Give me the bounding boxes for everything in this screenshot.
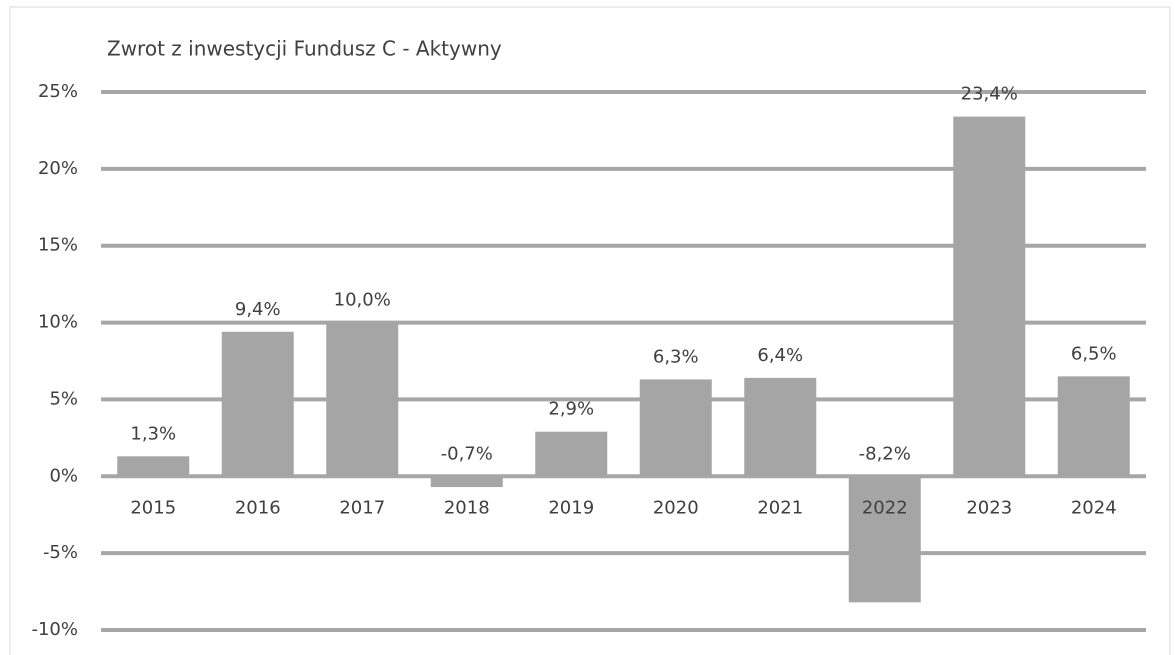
- x-tick-label: 2016: [235, 497, 281, 518]
- x-tick-label: 2024: [1071, 497, 1117, 518]
- x-tick-label: 2020: [653, 497, 699, 518]
- chart-frame: [9, 6, 1171, 655]
- y-tick-label: 15%: [38, 235, 78, 256]
- x-tick-label: 2017: [339, 497, 385, 518]
- data-label: 1,3%: [130, 423, 176, 444]
- y-tick-label: 20%: [38, 158, 78, 179]
- y-tick-label: 25%: [38, 81, 78, 102]
- bar: [430, 476, 503, 488]
- data-label: 23,4%: [961, 84, 1018, 105]
- data-label: 6,5%: [1071, 343, 1117, 364]
- y-tick-label: 0%: [49, 465, 78, 486]
- bar: [744, 377, 817, 477]
- bar: [117, 456, 190, 477]
- data-label: 9,4%: [235, 299, 281, 320]
- bar: [326, 322, 399, 477]
- data-label: 2,9%: [548, 399, 594, 420]
- x-tick-label: 2022: [862, 497, 908, 518]
- bar: [953, 116, 1026, 477]
- x-tick-label: 2019: [548, 497, 594, 518]
- data-label: 6,3%: [653, 346, 699, 367]
- bar: [848, 476, 921, 603]
- y-tick-label: 10%: [38, 312, 78, 333]
- data-label: 6,4%: [757, 345, 803, 366]
- bar: [1057, 376, 1130, 477]
- y-tick-label: -5%: [43, 542, 78, 563]
- x-tick-label: 2015: [130, 497, 176, 518]
- bar: [535, 431, 608, 477]
- y-tick-label: 5%: [49, 388, 78, 409]
- bar: [221, 331, 294, 477]
- x-tick-label: 2021: [757, 497, 803, 518]
- y-tick-label: -10%: [31, 619, 78, 640]
- data-label: -8,2%: [859, 443, 911, 464]
- data-label: -0,7%: [441, 443, 493, 464]
- x-tick-label: 2018: [444, 497, 490, 518]
- data-label: 10,0%: [334, 290, 391, 311]
- bar: [639, 379, 712, 477]
- chart-title: Zwrot z inwestycji Fundusz C - Aktywny: [107, 37, 502, 61]
- x-tick-label: 2023: [966, 497, 1012, 518]
